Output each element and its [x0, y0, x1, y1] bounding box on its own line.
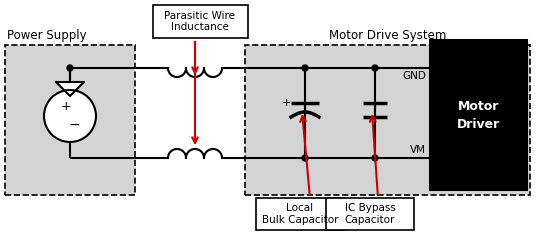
Circle shape: [372, 155, 378, 161]
Text: −: −: [68, 118, 80, 132]
Circle shape: [44, 90, 96, 142]
Circle shape: [372, 65, 378, 71]
Text: IC Bypass
Capacitor: IC Bypass Capacitor: [345, 203, 395, 225]
Bar: [430, 40, 527, 190]
Circle shape: [302, 155, 308, 161]
Bar: [245, 45, 530, 195]
Text: GND: GND: [402, 71, 426, 81]
Text: +: +: [61, 100, 71, 113]
Circle shape: [67, 65, 73, 71]
Text: Power Supply: Power Supply: [7, 28, 86, 41]
Circle shape: [302, 65, 308, 71]
Text: Local
Bulk Capacitor: Local Bulk Capacitor: [262, 203, 338, 225]
Text: +: +: [281, 98, 291, 108]
Bar: [5, 45, 135, 195]
Text: VM: VM: [410, 145, 426, 155]
Bar: [326, 198, 414, 230]
Bar: [153, 5, 248, 38]
Text: Parasitic Wire
Inductance: Parasitic Wire Inductance: [164, 11, 236, 32]
Text: Motor
Driver: Motor Driver: [457, 99, 500, 130]
Polygon shape: [56, 82, 84, 96]
Bar: [256, 198, 344, 230]
Text: Motor Drive System: Motor Drive System: [329, 28, 446, 41]
